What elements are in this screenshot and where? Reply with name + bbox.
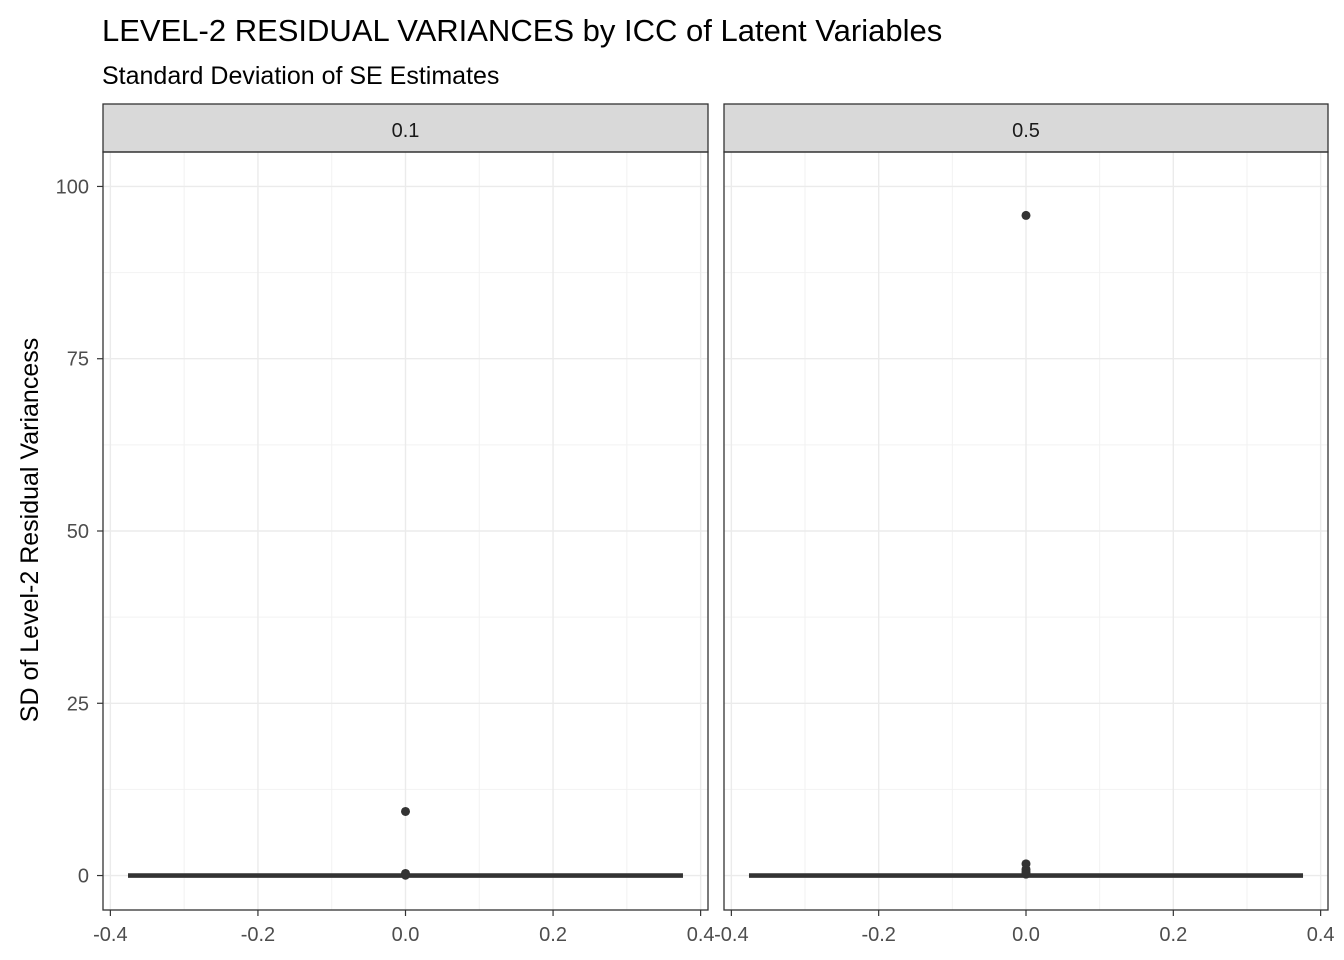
chart-subtitle: Standard Deviation of SE Estimates — [102, 62, 499, 90]
outlier-point — [1021, 210, 1031, 220]
y-tick-label: 0 — [78, 866, 89, 888]
facet-strip — [102, 103, 709, 153]
x-tick-label: -0.2 — [861, 924, 895, 946]
x-tick-label: 0.0 — [392, 924, 420, 946]
y-tick-label: 25 — [67, 693, 89, 715]
facet-panel-0.1: 0.1 -0.4 -0.2 0.0 0.2 0.4 — [93, 103, 715, 946]
x-tick-label: -0.4 — [714, 924, 748, 946]
facet-strip — [723, 103, 1329, 153]
y-tick-label: 100 — [56, 176, 89, 198]
y-tick-label: 75 — [67, 349, 89, 371]
outlier-point — [401, 806, 410, 816]
y-axis-ticks: 0 25 50 75 100 — [56, 176, 103, 888]
x-tick-label: 0.2 — [539, 924, 567, 946]
y-tick-label: 50 — [67, 521, 89, 543]
grid — [103, 152, 708, 910]
facet-panels: 0.1 -0.4 -0.2 0.0 0.2 0.4 0.5 -0.4 -0.2 0.0 0.2 0.4 — [93, 103, 1335, 946]
outlier-point — [401, 870, 410, 880]
x-tick-label: 0.4 — [1307, 924, 1335, 946]
x-tick-label: -0.2 — [241, 924, 275, 946]
facet-strip-label: 0.1 — [392, 120, 420, 142]
facet-strip-label: 0.5 — [1012, 120, 1040, 142]
facet-panel-0.5: 0.5 -0.4 -0.2 0.0 0.2 0.4 — [714, 103, 1335, 946]
outlier-point — [1021, 869, 1031, 879]
chart-title: LEVEL-2 RESIDUAL VARIANCES by ICC of Lat… — [102, 13, 942, 48]
x-tick-label: 0.0 — [1012, 924, 1040, 946]
grid — [724, 152, 1328, 910]
x-tick-label: 0.2 — [1159, 924, 1187, 946]
x-tick-label: -0.4 — [93, 924, 127, 946]
x-tick-label: 0.4 — [687, 924, 715, 946]
y-axis-label: SD of Level-2 Residual Variancess — [16, 338, 44, 722]
